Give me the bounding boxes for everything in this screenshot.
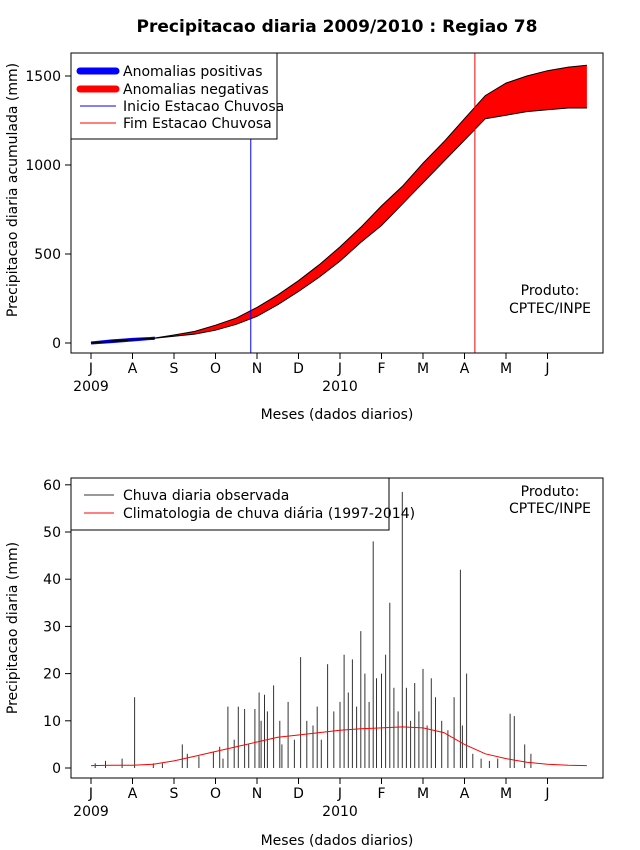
- legend-label-end: Fim Estacao Chuvosa: [123, 116, 272, 132]
- bottom-x-tick-label: M: [500, 786, 512, 802]
- bottom-x-tick-label: M: [417, 786, 429, 802]
- bottom-y-tick-label: 0: [52, 761, 61, 777]
- daily-rain-bars: [94, 491, 532, 768]
- bottom-x-tick-label: F: [377, 786, 385, 802]
- legend-label-onset: Inicio Estacao Chuvosa: [123, 99, 284, 115]
- top-y-axis-label: Precipitacao diaria acumulada (mm): [5, 63, 21, 317]
- top-x-tick-label: J: [88, 361, 93, 377]
- chart-title: Precipitacao diaria 2009/2010 : Regiao 7…: [137, 17, 538, 37]
- climatology-cumulative-line: [90, 64, 587, 344]
- top-x-axis: J A S O N D J F M A M J 2009 2010: [73, 352, 550, 395]
- top-x-tick-label: A: [460, 361, 470, 377]
- bottom-y-axis: 0 10 20 30 40 50 60: [43, 478, 72, 777]
- bottom-x-tick-label: A: [128, 786, 138, 802]
- top-x-tick-label: A: [128, 361, 138, 377]
- bottom-legend-box: [70, 477, 390, 531]
- top-x-tick-label: J: [337, 361, 342, 377]
- daily-climatology-line: [90, 726, 587, 767]
- bottom-x-tick-label: S: [170, 786, 179, 802]
- bottom-plot-area: [90, 491, 587, 768]
- top-x-tick-label: S: [170, 361, 179, 377]
- bottom-y-tick-label: 30: [43, 619, 61, 635]
- bottom-x-tick-label: D: [293, 786, 304, 802]
- top-x-tick-label: M: [417, 361, 429, 377]
- product-label-bottom: Produto:: [521, 484, 580, 500]
- product-label-top: Produto:: [521, 283, 580, 299]
- bottom-x-tick-label: A: [460, 786, 470, 802]
- bottom-x-tick-label: J: [88, 786, 93, 802]
- bottom-y-tick-label: 10: [43, 714, 61, 730]
- top-y-tick-label: 1000: [25, 158, 61, 174]
- legend-label-observed: Chuva diaria observada: [123, 488, 289, 504]
- bottom-x-axis: J A S O N D J F M A M J 2009 2010: [73, 777, 550, 820]
- top-y-tick-label: 1500: [25, 69, 61, 85]
- top-x-tick-label: N: [252, 361, 262, 377]
- top-y-tick-label: 500: [34, 247, 61, 263]
- bottom-y-tick-label: 20: [43, 667, 61, 683]
- bottom-x-tick-label: J: [337, 786, 342, 802]
- bottom-y-tick-label: 60: [43, 478, 61, 494]
- bottom-y-tick-label: 40: [43, 572, 61, 588]
- top-x-tick-label: F: [377, 361, 385, 377]
- top-legend-box: [70, 52, 278, 140]
- top-legend: Anomalias positivas Anomalias negativas …: [70, 52, 284, 140]
- top-y-axis: 0 500 1000 1500: [25, 69, 72, 352]
- top-x-tick-label: J: [544, 361, 549, 377]
- legend-label-climatology: Climatologia de chuva diária (1997-2014): [123, 506, 415, 522]
- bottom-y-axis-label: Precipitacao diaria (mm): [5, 542, 21, 714]
- top-year-label: 2010: [322, 379, 358, 395]
- negative-anomaly-band: [91, 65, 587, 344]
- legend-label-positive: Anomalias positivas: [123, 64, 263, 80]
- daily-rain-chart: 0 10 20 30 40 50 60 J A S O N D J F M A M J 2009 2010 Preci…: [5, 477, 604, 849]
- bottom-x-tick-label: N: [252, 786, 262, 802]
- top-x-tick-label: M: [500, 361, 512, 377]
- legend-label-negative: Anomalias negativas: [123, 82, 269, 98]
- bottom-x-axis-label: Meses (dados diarios): [261, 833, 414, 849]
- top-x-tick-label: O: [210, 361, 221, 377]
- bottom-year-label: 2009: [73, 804, 109, 820]
- observed-cumulative-line: [90, 107, 587, 344]
- bottom-x-tick-label: J: [544, 786, 549, 802]
- product-source-top: CPTEC/INPE: [509, 301, 591, 317]
- top-x-axis-label: Meses (dados diarios): [261, 407, 414, 423]
- bottom-legend: Chuva diaria observada Climatologia de c…: [70, 477, 415, 531]
- bottom-y-tick-label: 50: [43, 525, 61, 541]
- top-year-label: 2009: [73, 379, 109, 395]
- cumulative-chart: Precipitacao diaria 2009/2010 : Regiao 7…: [5, 17, 604, 423]
- bottom-year-label: 2010: [322, 804, 358, 820]
- bottom-x-tick-label: O: [210, 786, 221, 802]
- top-y-tick-label: 0: [52, 336, 61, 352]
- product-source-bottom: CPTEC/INPE: [509, 501, 591, 517]
- top-x-tick-label: D: [293, 361, 304, 377]
